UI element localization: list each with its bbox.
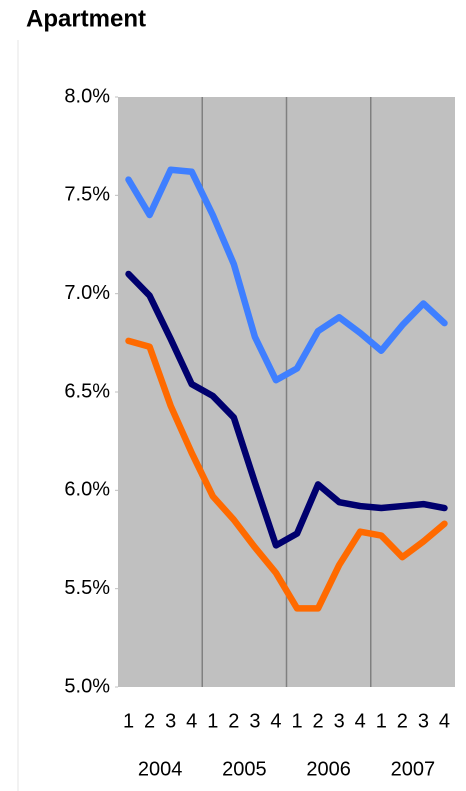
series-line: [125, 166, 448, 384]
x-tick-label: 3: [334, 710, 345, 732]
x-tick-label: 4: [270, 710, 281, 732]
x-tick-label: 3: [249, 710, 260, 732]
x-tick-label: 3: [418, 710, 429, 732]
y-tick-label: 5.0%: [64, 675, 110, 697]
y-tick-label: 5.5%: [64, 577, 110, 599]
x-tick-label: 4: [186, 710, 197, 732]
series-line: [125, 337, 448, 612]
x-tick-label: 1: [291, 710, 302, 732]
chart-title: Apartment: [26, 5, 146, 32]
y-tick-label: 7.5%: [64, 184, 110, 206]
x-group-label: 2007: [391, 758, 436, 780]
x-tick-label: 2: [144, 710, 155, 732]
x-tick-label: 2: [313, 710, 324, 732]
x-tick-label: 3: [165, 710, 176, 732]
x-group-label: 2004: [138, 758, 183, 780]
x-tick-label: 2: [228, 710, 239, 732]
y-tick-label: 7.0%: [64, 282, 110, 304]
series-line: [125, 270, 448, 549]
x-tick-label: 4: [439, 710, 450, 732]
x-tick-label: 4: [355, 710, 366, 732]
x-tick-label: 1: [123, 710, 134, 732]
y-tick-label: 6.5%: [64, 380, 110, 402]
x-tick-label: 2: [397, 710, 408, 732]
x-group-label: 2006: [306, 758, 351, 780]
x-group-label: 2005: [222, 758, 267, 780]
y-tick-label: 8.0%: [64, 85, 110, 107]
x-tick-label: 1: [207, 710, 218, 732]
x-tick-label: 1: [376, 710, 387, 732]
y-tick-label: 6.0%: [64, 479, 110, 501]
